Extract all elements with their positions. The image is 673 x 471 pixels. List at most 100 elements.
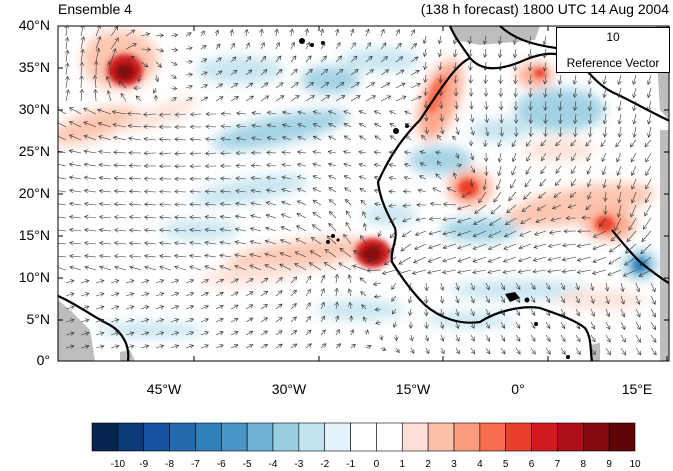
wind-vector-arrow — [388, 163, 397, 168]
wind-vector-arrow — [645, 152, 652, 163]
wind-vector-arrow — [499, 126, 504, 137]
colorbar-tick-label: -10 — [110, 459, 126, 470]
lat-label-15n: 15°N — [18, 227, 50, 243]
wind-vector-arrow — [645, 178, 652, 190]
wind-vector-arrow — [312, 187, 322, 193]
wind-vector-arrow — [617, 113, 622, 125]
wind-vector-arrow — [320, 68, 329, 76]
wind-vector-arrow — [575, 308, 580, 317]
wind-vector-arrow — [440, 126, 445, 135]
wind-vector-arrow — [428, 216, 442, 222]
wind-vector-arrow — [439, 308, 445, 317]
wind-vector-arrow — [403, 150, 412, 155]
wind-vector-arrow — [388, 203, 397, 208]
wind-vector-arrow — [543, 113, 548, 124]
wind-vector-arrow — [635, 321, 641, 331]
wind-vector-arrow — [457, 217, 472, 224]
wind-vector-arrow — [616, 204, 622, 218]
colorbar-swatch — [401, 422, 429, 452]
wind-vector-arrow — [484, 113, 489, 124]
wind-vector-arrow — [328, 175, 337, 180]
wind-vector-arrow — [144, 215, 157, 220]
wind-vector-arrow — [366, 268, 382, 273]
wind-vector-arrow — [553, 191, 562, 198]
wind-vector-arrow — [374, 202, 382, 207]
wind-vector-arrow — [560, 347, 566, 355]
colorbar-swatch — [557, 422, 584, 452]
wind-vector-arrow — [159, 215, 172, 220]
wind-vector-arrow — [113, 214, 127, 220]
colorbar-tick-label: 6 — [528, 459, 535, 470]
wind-vector-arrow — [485, 295, 490, 304]
wind-vector-arrow — [327, 149, 337, 155]
wind-vector-arrow — [438, 74, 443, 84]
wind-vector-arrow — [497, 139, 502, 148]
wind-vector-arrow — [487, 243, 502, 251]
wind-vector-arrow — [335, 68, 344, 76]
wind-vector-arrow — [98, 175, 112, 181]
wind-vector-arrow — [320, 95, 331, 102]
wind-vector-arrow — [498, 100, 504, 111]
colorbar-tick-label: -9 — [139, 459, 149, 470]
wind-vector-arrow — [520, 217, 532, 224]
wind-vector-arrow — [603, 204, 608, 215]
wind-vector-arrow — [230, 331, 239, 336]
wind-vector-arrow — [650, 334, 657, 343]
wind-vector-arrow — [80, 279, 90, 284]
wind-vector-arrow — [289, 28, 294, 37]
wind-vector-arrow — [113, 201, 127, 207]
wind-vector-arrow — [290, 343, 298, 349]
wind-vector-arrow — [58, 188, 67, 193]
wind-vector-arrow — [571, 152, 577, 162]
wind-vector-arrow — [204, 176, 217, 182]
wind-vector-arrow — [380, 56, 388, 63]
wind-vector-arrow — [189, 137, 202, 142]
wind-vector-arrow — [359, 188, 367, 193]
wind-vector-arrow — [323, 262, 337, 271]
wind-vector-arrow — [68, 134, 82, 141]
wind-vector-arrow — [264, 239, 277, 245]
wind-vector-arrow — [365, 55, 373, 63]
wind-vector-arrow — [185, 72, 193, 77]
wind-vector-arrow — [388, 176, 397, 181]
lon-label-30w: 30°W — [271, 381, 307, 397]
wind-vector-arrow — [260, 304, 268, 310]
wind-vector-arrow — [80, 305, 90, 310]
wind-vector-arrow — [80, 26, 85, 37]
wind-vector-arrow — [602, 100, 608, 112]
wind-vector-arrow — [532, 269, 547, 274]
wind-vector-arrow — [249, 226, 262, 232]
wind-vector-arrow — [395, 28, 400, 37]
wind-vector-arrow — [632, 126, 637, 138]
wind-vector-arrow — [455, 152, 460, 159]
wind-vector-arrow — [614, 217, 622, 232]
wind-vector-arrow — [189, 240, 202, 246]
wind-vector-arrow — [641, 230, 652, 243]
wind-vector-arrow — [335, 55, 343, 63]
wind-vector-arrow — [128, 163, 142, 168]
wind-vector-arrow — [533, 243, 547, 249]
wind-vector-arrow — [650, 295, 656, 305]
wind-vector-arrow — [305, 68, 313, 76]
wind-vector-arrow — [296, 225, 307, 232]
wind-vector-arrow — [290, 276, 298, 284]
wind-vector-arrow — [573, 126, 578, 138]
wind-vector-arrow — [440, 347, 445, 355]
wind-vector-arrow — [343, 233, 352, 245]
wind-vector-arrow — [95, 292, 105, 297]
wind-vector-arrow — [159, 202, 172, 207]
wind-vector-arrow — [275, 290, 283, 297]
wind-vector-arrow — [312, 110, 322, 115]
wind-vector-arrow — [468, 139, 474, 147]
wind-vector-arrow — [545, 347, 551, 355]
wind-vector-arrow — [560, 308, 565, 317]
axis-ticks — [58, 25, 669, 362]
wind-vector-arrow — [311, 224, 322, 232]
wind-vector-arrow — [455, 282, 460, 291]
wind-vector-arrow — [567, 204, 577, 209]
wind-vector-arrow — [558, 126, 563, 138]
wind-vector-arrow — [503, 230, 517, 238]
wind-vector-arrow — [65, 331, 75, 336]
wind-vector-arrow — [615, 139, 622, 148]
wind-vector-arrow — [388, 150, 397, 155]
